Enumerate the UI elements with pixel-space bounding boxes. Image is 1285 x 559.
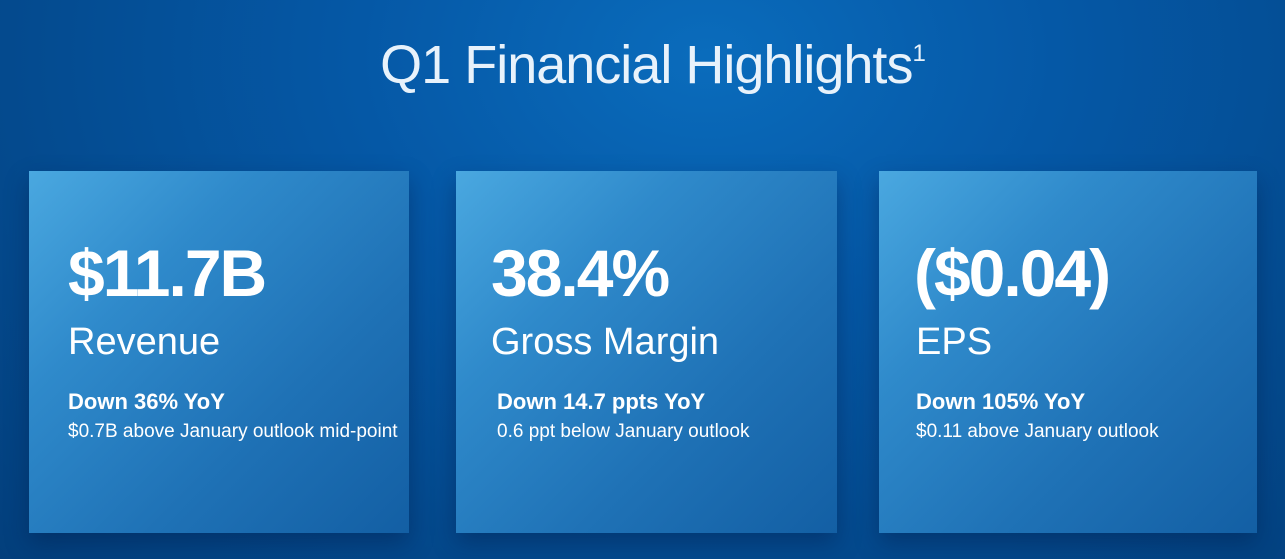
metric-note: $0.7B above January outlook mid-point: [68, 421, 398, 442]
metric-value: $11.7B: [68, 236, 267, 310]
eps-card: ($0.04) EPS Down 105% YoY $0.11 above Jan…: [879, 171, 1257, 533]
metric-label: Revenue: [68, 321, 221, 363]
metric-value: ($0.04): [914, 236, 1111, 310]
metric-change: Down 14.7 ppts YoY: [497, 389, 706, 414]
metric-change: Down 36% YoY: [68, 389, 225, 414]
metric-value: 38.4%: [491, 236, 670, 310]
metric-label: Gross Margin: [491, 321, 720, 363]
metric-change: Down 105% YoY: [916, 389, 1086, 414]
metric-label: EPS: [916, 321, 993, 363]
metric-note: 0.6 ppt below January outlook: [497, 421, 750, 442]
footnote-marker: 1: [912, 40, 925, 67]
revenue-card: $11.7B Revenue Down 36% YoY $0.7B above J…: [29, 171, 409, 533]
title-text: Q1 Financial Highlights: [380, 35, 913, 95]
metric-note: $0.11 above January outlook: [916, 421, 1159, 442]
page-title: Q1 Financial Highlights1: [0, 34, 1285, 96]
gross-margin-card: 38.4% Gross Margin Down 14.7 ppts YoY 0.6…: [456, 171, 837, 533]
